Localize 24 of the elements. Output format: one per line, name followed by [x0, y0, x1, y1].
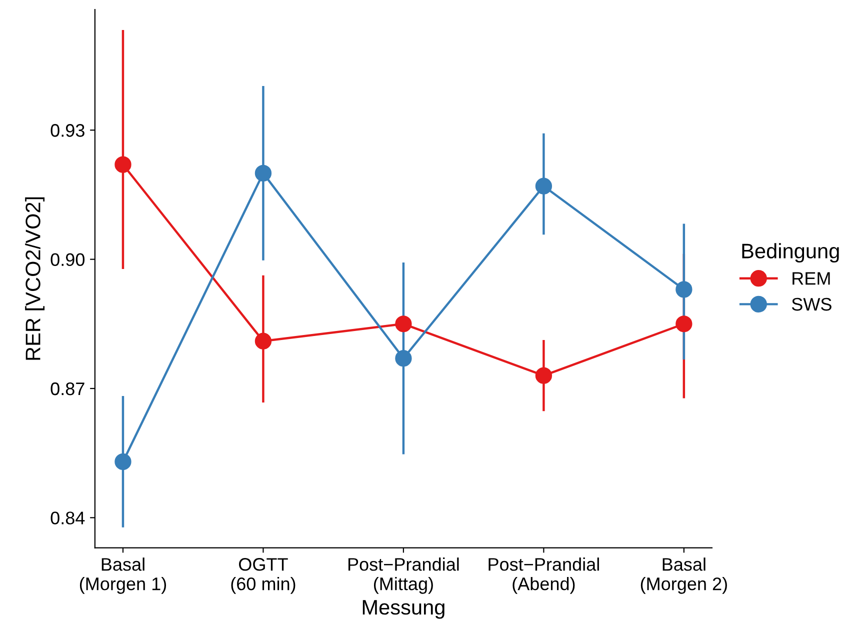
legend-label: SWS: [792, 298, 832, 311]
point: [254, 164, 272, 182]
legend-title: Bedingung: [742, 243, 839, 263]
point: [254, 332, 272, 350]
point: [676, 316, 692, 332]
y-tick-label: 0.87: [50, 382, 84, 396]
point: [114, 156, 132, 173]
y-axis-title: RER [VCO2/VO2]: [25, 197, 45, 360]
y-tick-label: 0.84: [50, 512, 85, 524]
point: [395, 350, 412, 367]
x-tick-label: OGTT (60 min): [231, 558, 296, 594]
x-tick-label: Post−Prandial (Mittag): [348, 558, 459, 594]
point: [535, 367, 552, 384]
y-tick-label: 0.90: [50, 253, 85, 266]
point: [395, 316, 412, 332]
legend-label: REM: [792, 272, 830, 285]
point: [676, 281, 692, 298]
x-tick-label: Post−Prandial (Abend): [488, 558, 599, 594]
x-axis-title: Messung: [362, 600, 444, 619]
y-tick-label: 0.93: [50, 124, 84, 137]
point: [535, 178, 552, 194]
x-tick-label: Basal (Morgen 2): [640, 558, 727, 594]
point: [114, 453, 132, 470]
x-tick-label: Basal (Morgen 1): [80, 558, 166, 594]
